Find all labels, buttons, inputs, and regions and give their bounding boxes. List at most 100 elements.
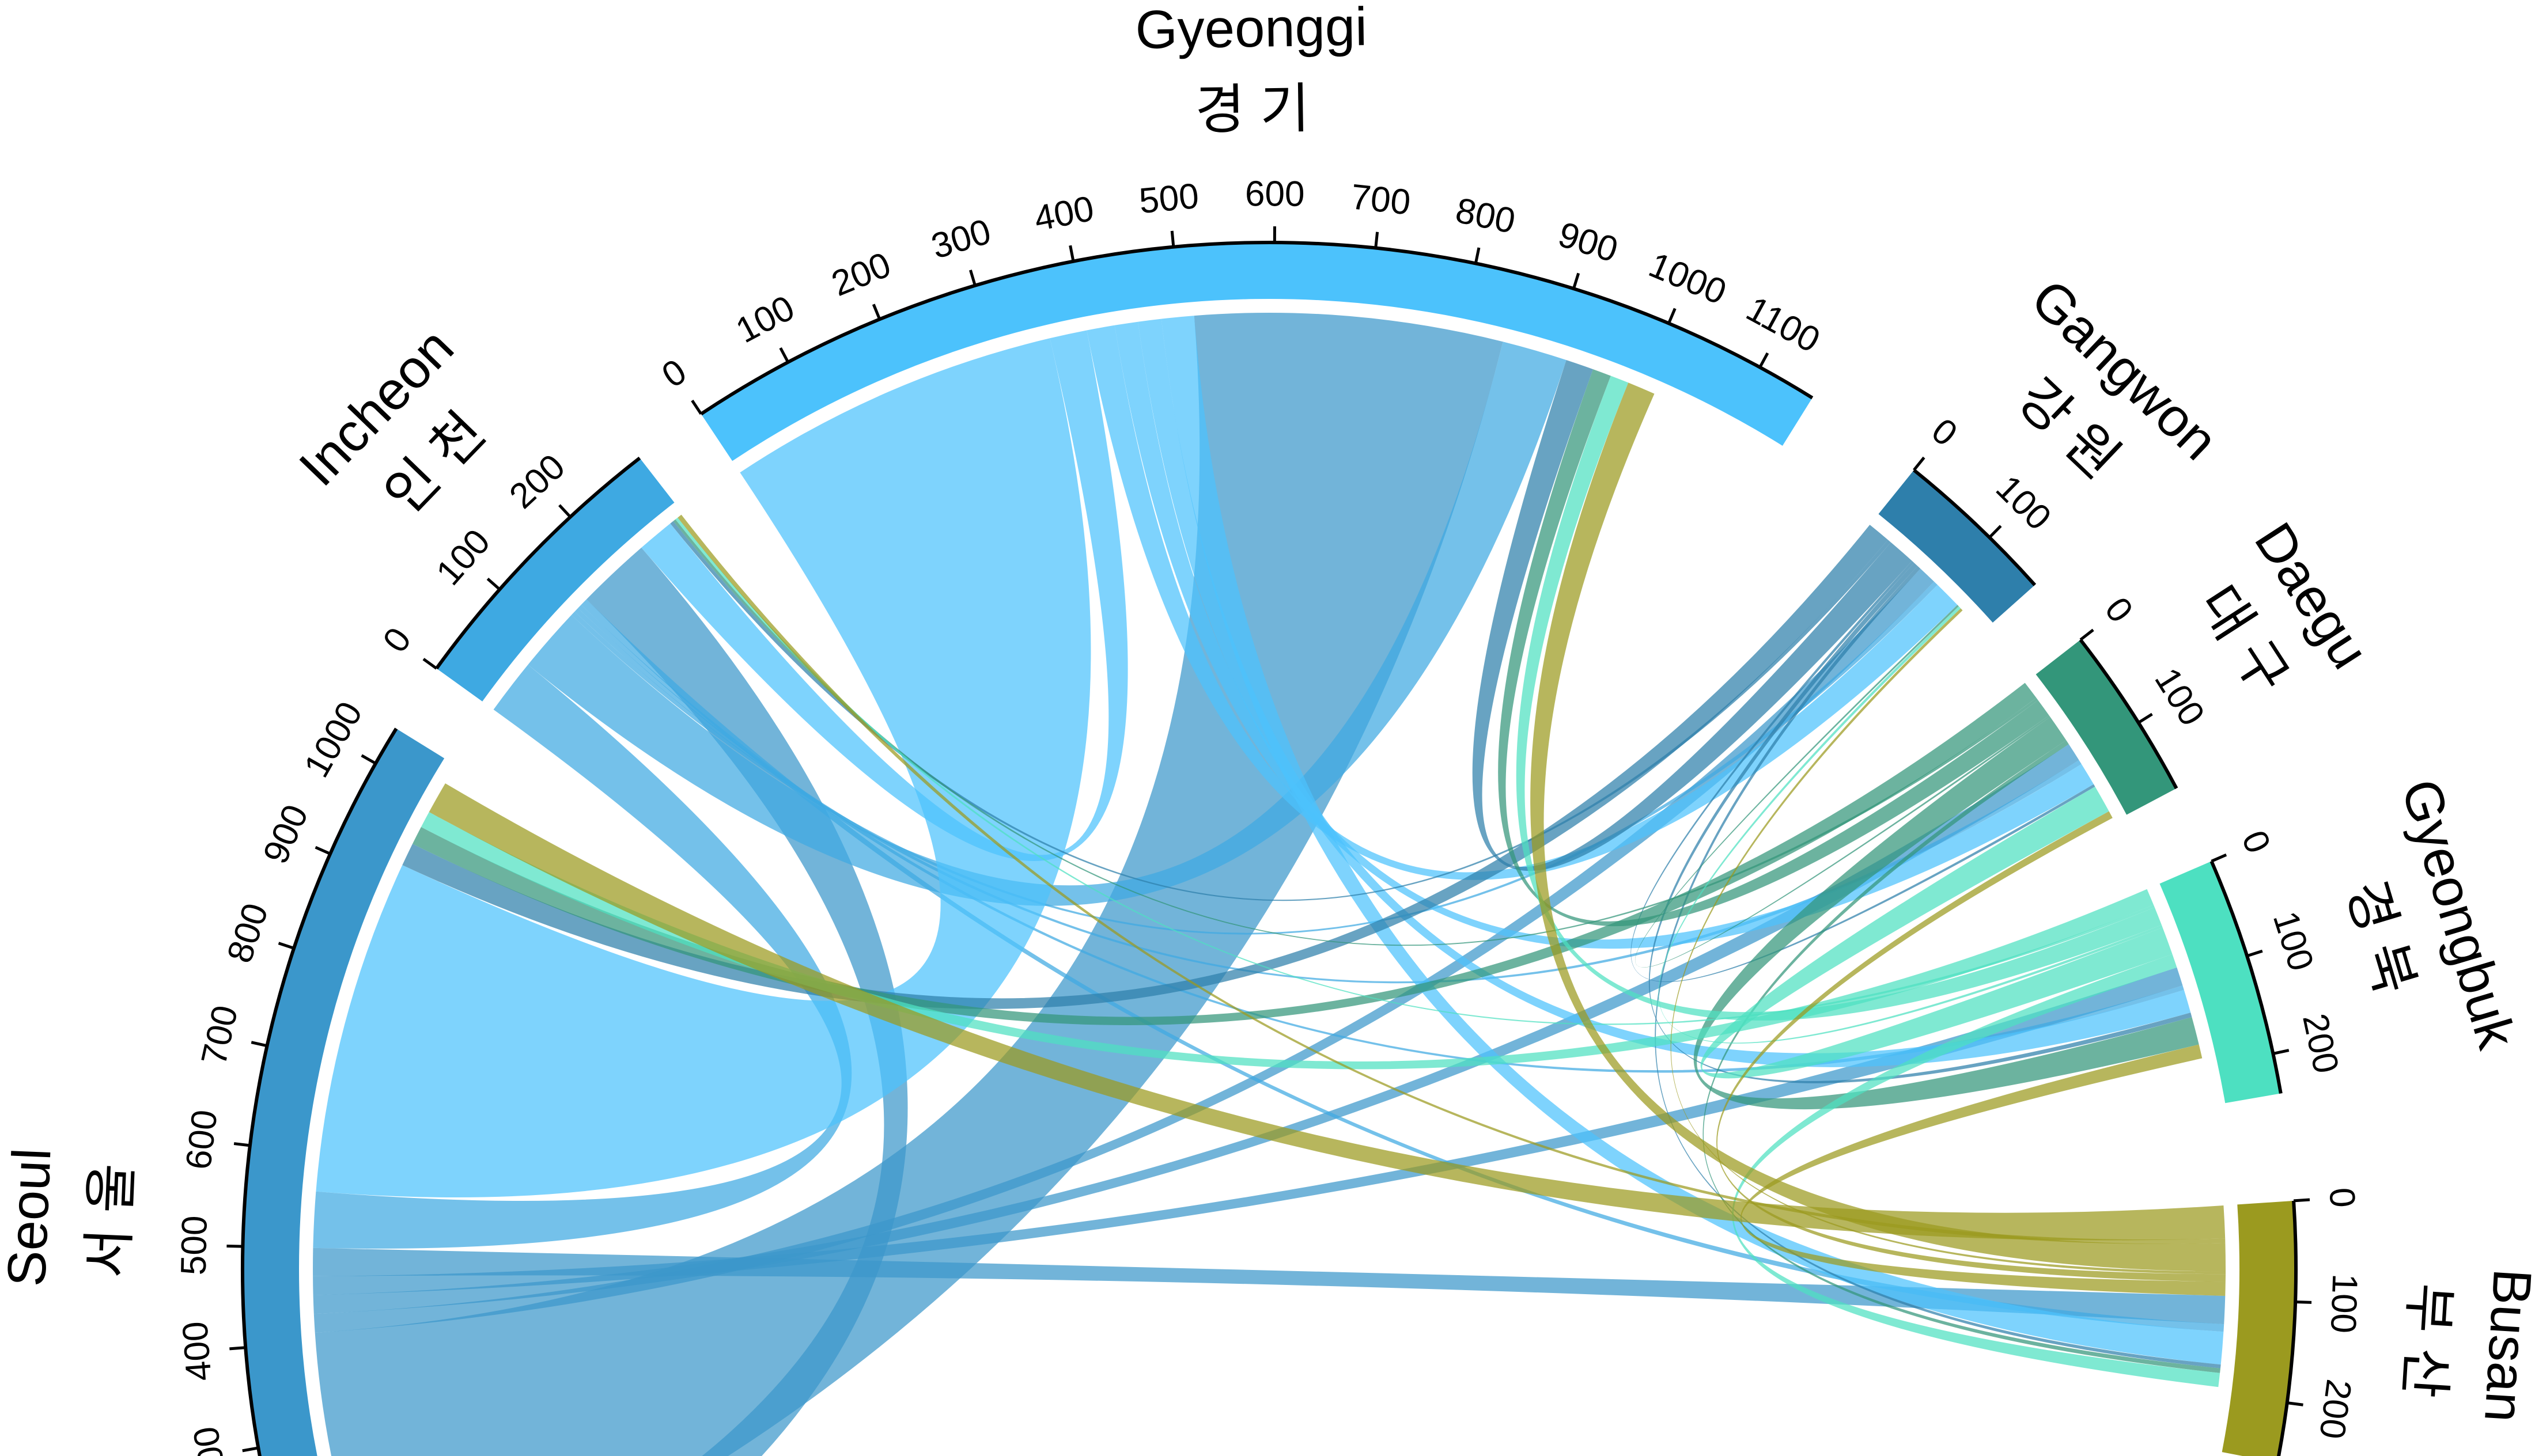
sector-name: Seoul (0, 1147, 62, 1288)
tick (251, 1041, 268, 1048)
tick-label: 0 (655, 351, 694, 396)
tick (1374, 232, 1379, 248)
tick (2287, 1401, 2303, 1406)
tick-label: 300 (186, 1424, 236, 1456)
axis-line (1913, 468, 2037, 586)
tick-label: 200 (826, 245, 896, 304)
tick-label: 600 (179, 1108, 225, 1171)
chord (313, 1248, 2226, 1325)
tick-label: 0 (2234, 825, 2278, 859)
tick-label: 800 (220, 898, 276, 968)
tick (872, 304, 881, 320)
sector-name-korean: 부 산 (2393, 1281, 2461, 1400)
tick-label: 600 (1245, 174, 1305, 214)
tick-label: 100 (2323, 1273, 2364, 1334)
tick (2295, 1300, 2312, 1304)
tick (2079, 628, 2094, 641)
sector-band (1878, 470, 2035, 623)
tick-label: 1100 (1740, 289, 1826, 361)
tick (229, 1346, 246, 1351)
tick (242, 1446, 259, 1453)
tick (1069, 245, 1075, 262)
tick (361, 754, 377, 765)
tick-label: 200 (2295, 1010, 2346, 1077)
tick-label: 200 (502, 446, 573, 516)
tick-label: 400 (1031, 188, 1098, 238)
tick (1170, 230, 1175, 247)
tick (1913, 456, 1925, 471)
sector-name: Gyeongbuk (2390, 772, 2528, 1056)
tick (233, 1142, 251, 1147)
tick (1667, 308, 1677, 324)
tick-label: 0 (1924, 411, 1965, 454)
tick (278, 942, 294, 950)
chord (1693, 716, 2199, 1110)
tick-label: 800 (1452, 191, 1519, 241)
tick-label: 0 (2321, 1186, 2362, 1209)
tick-label: 100 (2147, 661, 2212, 733)
tick (315, 845, 331, 855)
sector-name: Gyeonggi (1135, 0, 1368, 60)
sector-name-korean: 서 울 (77, 1162, 142, 1279)
chord (1732, 954, 2220, 1387)
chord (1472, 360, 1912, 871)
tick (779, 347, 789, 363)
tick-label: 0 (375, 620, 419, 659)
sector-name-korean: 경 기 (1195, 78, 1311, 141)
tick-label: 300 (927, 211, 996, 267)
tick (2272, 1049, 2290, 1055)
chord (1700, 786, 2173, 1079)
tick (422, 658, 438, 670)
tick-label: 100 (2265, 907, 2321, 976)
chord (1530, 382, 2226, 1272)
tick (558, 504, 572, 518)
tick-label: 900 (256, 799, 316, 870)
axis-line (2276, 1200, 2298, 1456)
axis-line (240, 727, 398, 1456)
chord (586, 547, 908, 1456)
tick (2246, 949, 2263, 958)
axis-line (435, 456, 641, 670)
chord (641, 330, 1128, 861)
tick (1572, 272, 1580, 289)
tick-label: 900 (1554, 215, 1622, 271)
tick (968, 270, 977, 286)
tick-label: 1000 (1643, 245, 1732, 312)
axis-line (700, 241, 1814, 416)
tick (691, 400, 702, 415)
tick (226, 1245, 243, 1248)
axis-line (2209, 860, 2283, 1094)
tick (2211, 853, 2227, 863)
tick (2293, 1198, 2310, 1203)
sector-name-korean: 경 북 (2336, 874, 2427, 1001)
tick-label: 200 (2311, 1377, 2359, 1442)
chord (1648, 563, 2192, 1083)
chords (313, 312, 2226, 1456)
sector-band (2222, 1200, 2296, 1456)
tick (1474, 247, 1481, 264)
sector-band (2035, 639, 2177, 815)
tick-label: 500 (174, 1215, 215, 1276)
axis-line (2079, 638, 2178, 790)
tick-label: 500 (1137, 176, 1200, 221)
sector-band (701, 242, 1813, 461)
sector-band (2159, 861, 2281, 1104)
tick (486, 577, 501, 591)
chord (316, 338, 1091, 1198)
tick-label: 0 (2097, 590, 2141, 630)
sector-band (242, 729, 445, 1456)
tick-label: 100 (729, 288, 801, 351)
tick-label: 1000 (297, 695, 370, 784)
tick (2137, 712, 2153, 724)
chord (670, 521, 1891, 901)
tick (1758, 352, 1769, 368)
sector-name: Busan (2473, 1267, 2535, 1424)
tick-label: 700 (194, 1002, 246, 1069)
sector-band (436, 458, 675, 702)
tick-label: 400 (175, 1320, 220, 1382)
chord (429, 783, 2226, 1241)
tick-label: 700 (1349, 177, 1412, 222)
tick-label: 100 (429, 522, 498, 593)
